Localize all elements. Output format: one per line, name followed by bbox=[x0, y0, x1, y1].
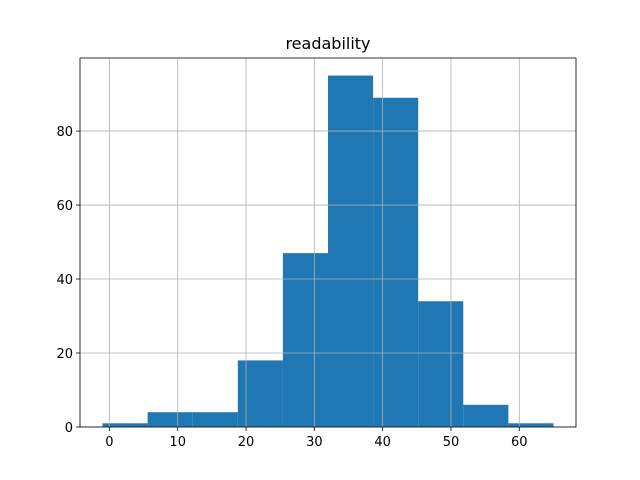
chart-title: readability bbox=[285, 34, 370, 53]
histogram-bar bbox=[328, 75, 374, 428]
histogram-bar bbox=[147, 412, 193, 427]
x-tick-label: 20 bbox=[238, 435, 255, 450]
histogram-bar bbox=[237, 360, 283, 427]
axes bbox=[79, 57, 577, 428]
x-tick-label: 10 bbox=[169, 435, 186, 450]
x-tick-label: 0 bbox=[105, 435, 113, 450]
histogram-bar bbox=[373, 97, 419, 428]
histogram-bar bbox=[192, 412, 238, 427]
y-tick-label: 60 bbox=[56, 199, 73, 214]
x-axis-ticks: 0 10 20 30 40 50 60 bbox=[105, 427, 528, 450]
histogram-bar bbox=[102, 423, 148, 427]
x-tick-label: 60 bbox=[511, 435, 528, 450]
histogram-bar bbox=[282, 253, 328, 427]
x-tick-label: 30 bbox=[306, 435, 323, 450]
histogram-bar bbox=[418, 301, 464, 427]
histogram-bars bbox=[102, 75, 554, 428]
plot-frame bbox=[79, 57, 577, 428]
histogram-bar bbox=[463, 404, 509, 427]
y-tick-label: 40 bbox=[56, 273, 73, 288]
histogram-bar bbox=[508, 423, 554, 427]
x-tick-label: 40 bbox=[374, 435, 391, 450]
y-tick-label: 80 bbox=[56, 125, 73, 140]
y-tick-label: 20 bbox=[56, 347, 73, 362]
y-tick-label: 0 bbox=[65, 421, 73, 436]
y-axis-ticks: 0 20 40 60 80 bbox=[56, 125, 80, 436]
x-tick-label: 50 bbox=[443, 435, 460, 450]
